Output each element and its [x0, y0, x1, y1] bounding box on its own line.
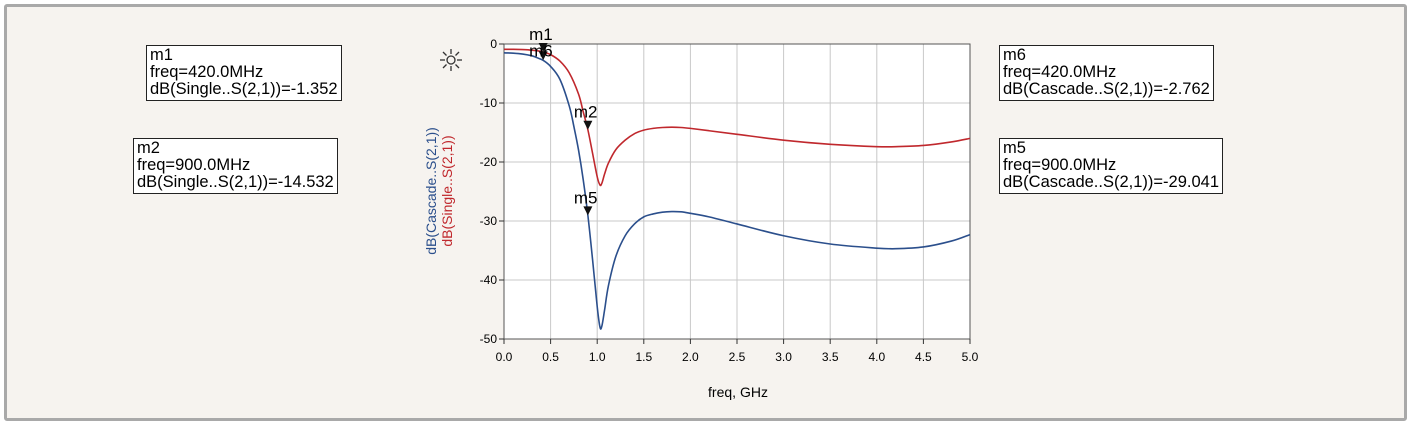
- marker-box-m6-value: dB(Cascade..S(2,1))=-2.762: [1003, 80, 1210, 98]
- x-tick-label: 3.0: [775, 350, 792, 364]
- marker-triangle-m5: [583, 206, 593, 216]
- marker-box-m5-value: dB(Cascade..S(2,1))=-29.041: [1003, 173, 1219, 191]
- marker-box-m2-name: m2: [137, 139, 160, 157]
- y-tick-label: -40: [480, 273, 498, 287]
- x-tick-label: 3.5: [822, 350, 839, 364]
- x-tick-label: 2.5: [729, 350, 746, 364]
- marker-box-m6: m6 freq=420.0MHz dB(Cascade..S(2,1))=-2.…: [999, 45, 1214, 101]
- x-tick-label: 0.5: [542, 350, 559, 364]
- marker-box-m6-name: m6: [1003, 46, 1026, 64]
- marker-box-m1-freq: freq=420.0MHz: [150, 63, 264, 81]
- marker-triangle-m2: [583, 120, 593, 130]
- marker-label-m6: m6: [529, 41, 553, 60]
- marker-box-m2-value: dB(Single..S(2,1))=-14.532: [137, 173, 334, 191]
- y-tick-label: -30: [480, 214, 498, 228]
- marker-label-m2: m2: [574, 103, 598, 122]
- x-tick-label: 5.0: [962, 350, 979, 364]
- x-tick-label: 0.0: [496, 350, 513, 364]
- x-tick-label: 4.5: [915, 350, 932, 364]
- marker-triangle-m6: [538, 51, 548, 61]
- x-axis-title: freq, GHz: [708, 384, 768, 400]
- marker-box-m5: m5 freq=900.0MHz dB(Cascade..S(2,1))=-29…: [999, 138, 1223, 194]
- marker-label-m1: m1: [529, 25, 553, 44]
- x-tick-label: 1.5: [635, 350, 652, 364]
- marker-box-m2: m2 freq=900.0MHz dB(Single..S(2,1))=-14.…: [133, 138, 338, 194]
- marker-box-m1-value: dB(Single..S(2,1))=-1.352: [150, 80, 338, 98]
- x-tick-label: 1.0: [589, 350, 606, 364]
- sun-cursor-icon[interactable]: [440, 49, 462, 71]
- y-tick-label: -20: [480, 155, 498, 169]
- marker-box-m1: m1 freq=420.0MHz dB(Single..S(2,1))=-1.3…: [146, 45, 342, 101]
- marker-box-m5-name: m5: [1003, 139, 1026, 157]
- series-line-1: [503, 52, 971, 330]
- marker-box-m6-freq: freq=420.0MHz: [1003, 63, 1117, 81]
- marker-box-m5-freq: freq=900.0MHz: [1003, 156, 1117, 174]
- y-axis-title-cascade: dB(Cascade..S(2,1)): [423, 127, 439, 255]
- marker-box-m1-name: m1: [150, 46, 173, 64]
- x-tick-label: 4.0: [868, 350, 885, 364]
- series-line-0: [503, 48, 971, 187]
- marker-label-m5: m5: [574, 188, 598, 207]
- y-tick-label: -50: [480, 332, 498, 346]
- marker-triangle-m1: [538, 42, 548, 52]
- x-tick-label: 2.0: [682, 350, 699, 364]
- y-tick-label: 0: [490, 37, 497, 51]
- y-tick-label: -10: [480, 96, 498, 110]
- y-axis-title-single: dB(Single..S(2,1)): [439, 135, 455, 246]
- marker-box-m2-freq: freq=900.0MHz: [137, 156, 251, 174]
